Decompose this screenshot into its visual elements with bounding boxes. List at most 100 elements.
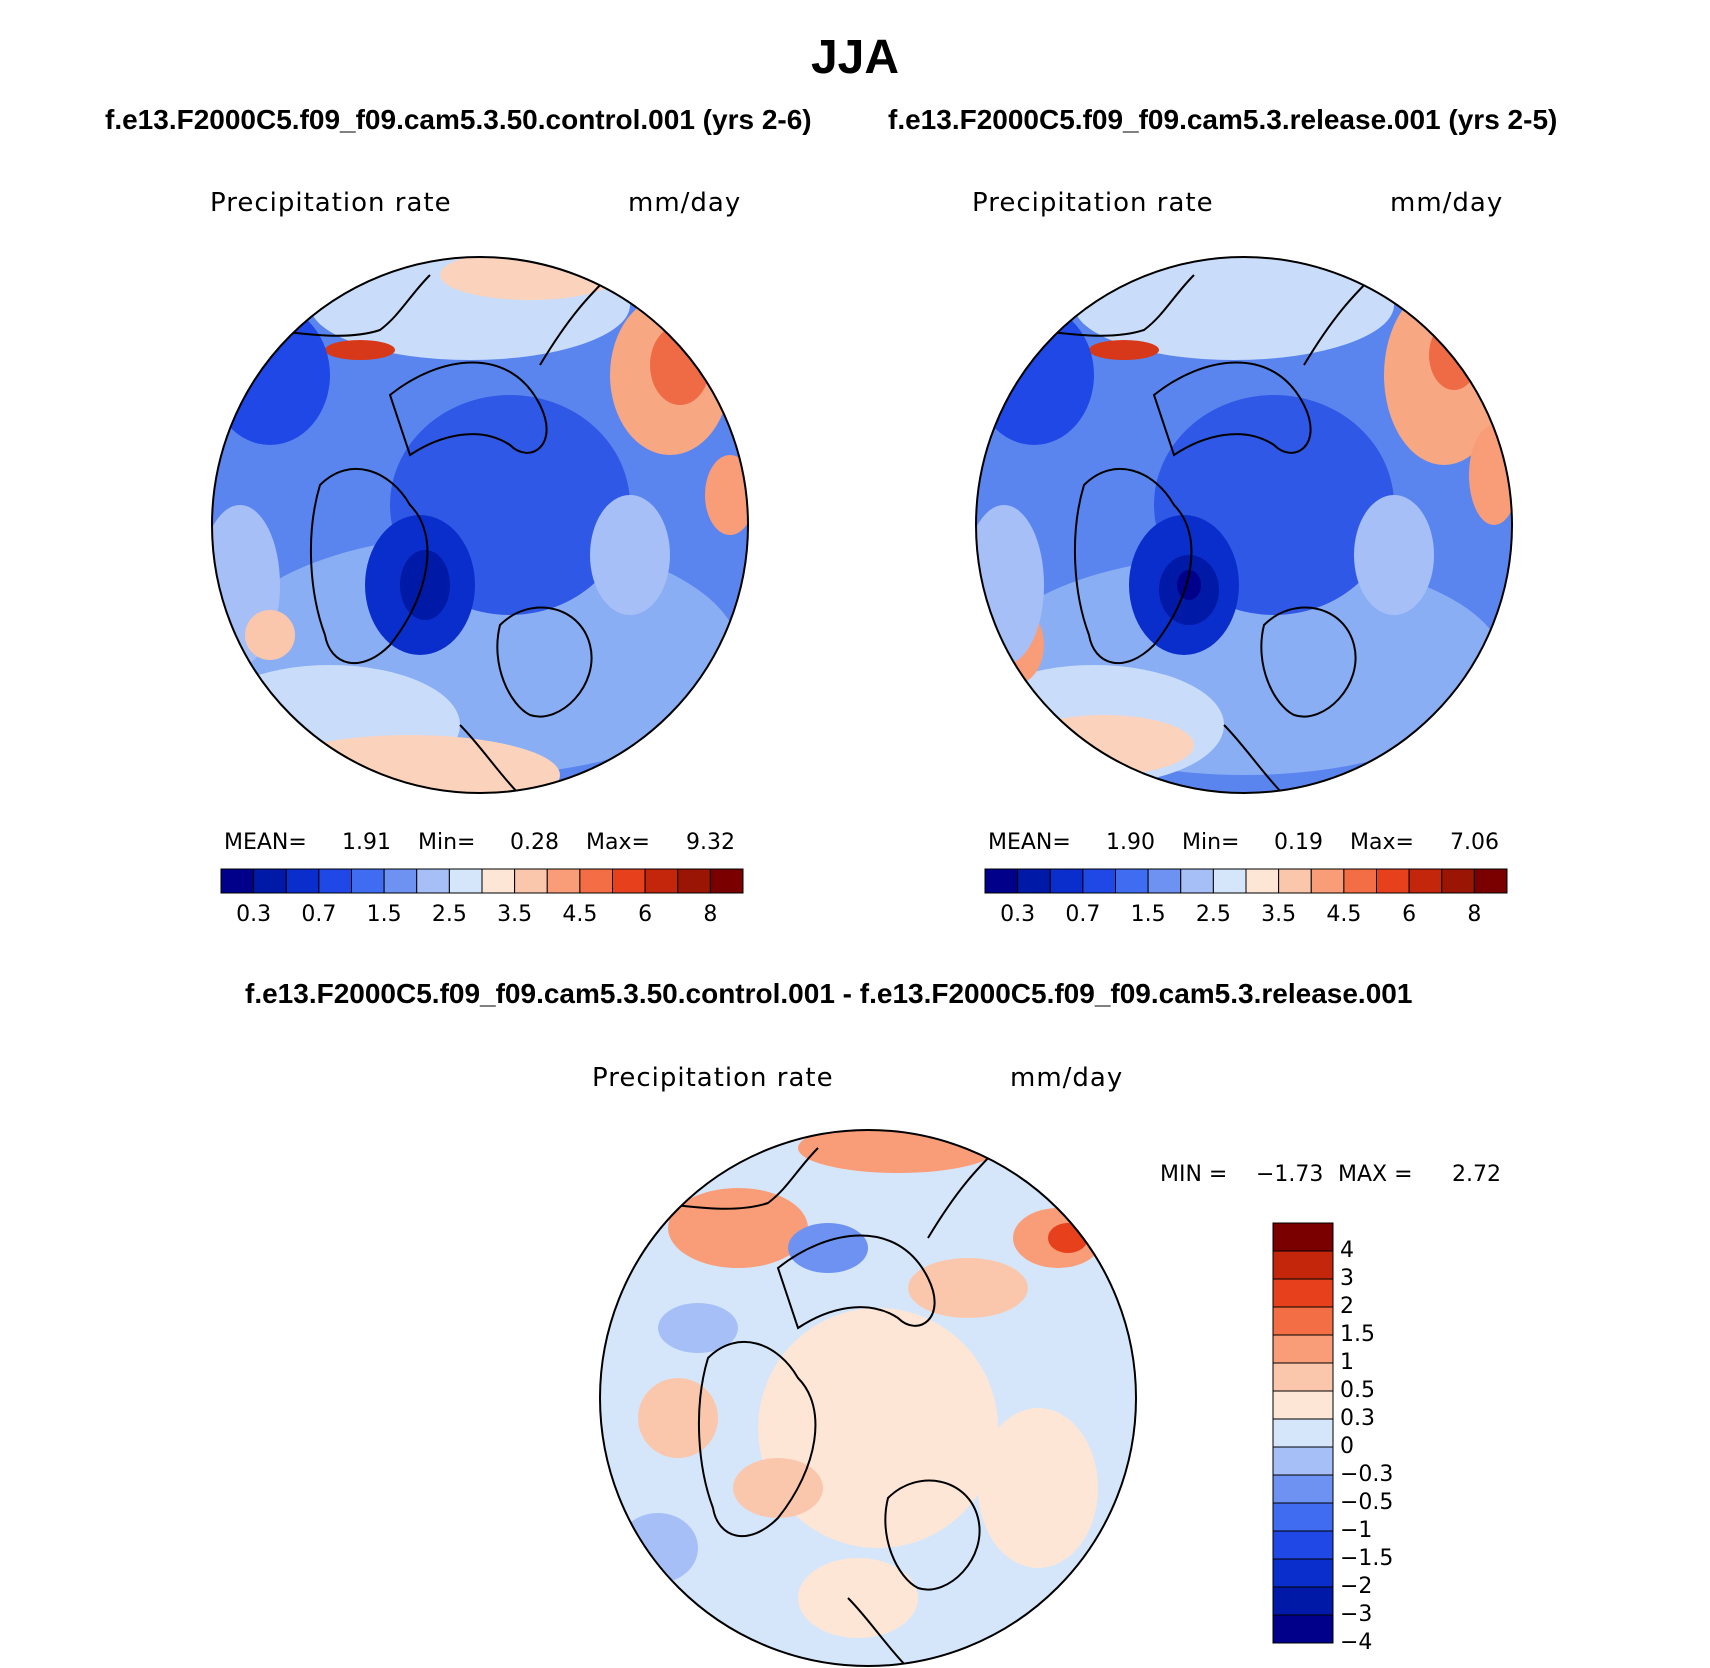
panel2-colorbar-swatch — [1082, 868, 1116, 894]
panel2-colorbar-swatch — [1408, 868, 1443, 894]
panel1-min-label: Min= — [418, 830, 476, 855]
panel2-colorbar-swatch — [1245, 868, 1280, 894]
diff-colorbar-swatch — [1272, 1250, 1334, 1280]
panel1-colorbar — [220, 868, 744, 894]
diff-colorbar-swatch — [1272, 1586, 1334, 1616]
diff-colorbar-swatch — [1272, 1474, 1334, 1504]
diff-units-label: mm/day — [1010, 1063, 1124, 1093]
panel1-colorbar-swatch — [677, 868, 711, 894]
panel1-colorbar-tick-label: 0.7 — [301, 902, 337, 927]
diff-colorbar-swatch — [1272, 1418, 1334, 1448]
panel2-case-title: f.e13.F2000C5.f09_f09.cam5.3.release.001… — [888, 104, 1558, 135]
panel2-polar-map — [975, 256, 1513, 794]
panel1-case-title: f.e13.F2000C5.f09_f09.cam5.3.50.control.… — [105, 104, 812, 135]
panel2-colorbar — [984, 868, 1508, 894]
panel1-colorbar-tick-label: 2.5 — [431, 902, 467, 927]
panel2-colorbar-swatch — [1310, 868, 1345, 894]
panel2-colorbar-tick-label: 8 — [1467, 902, 1482, 927]
panel2-colorbar-tick-label: 4.5 — [1326, 902, 1362, 927]
panel2-colorbar-swatch — [1441, 868, 1475, 894]
panel1-colorbar-tick-label: 6 — [638, 902, 653, 927]
diff-colorbar-tick-label: −0.3 — [1340, 1462, 1394, 1487]
panel1-colorbar-swatch — [579, 868, 613, 894]
diff-colorbar-swatch — [1272, 1390, 1334, 1420]
panel1-colorbar-tick-label: 1.5 — [366, 902, 402, 927]
diff-colorbar-tick-label: −1 — [1340, 1518, 1373, 1543]
panel1-colorbar-tick-label: 0.3 — [236, 902, 272, 927]
diff-colorbar-swatch — [1272, 1278, 1334, 1308]
diff-colorbar-tick-label: 2 — [1340, 1294, 1354, 1319]
panel1-units-label: mm/day — [628, 188, 742, 218]
panel1-colorbar-swatch — [253, 868, 287, 894]
diff-colorbar-swatch — [1272, 1334, 1334, 1364]
panel1-max-label: Max= — [586, 830, 650, 855]
panel1-mean-value: 1.91 — [342, 830, 391, 855]
diff-colorbar-tick-label: 1 — [1340, 1350, 1354, 1375]
panel1-max-value: 9.32 — [686, 830, 735, 855]
panel2-colorbar-tick-label: 0.7 — [1065, 902, 1101, 927]
panel2-min-value: 0.19 — [1274, 830, 1323, 855]
panel1-colorbar-swatch — [416, 868, 450, 894]
panel1-colorbar-swatch — [709, 868, 744, 894]
diff-colorbar-tick-label: −2 — [1340, 1574, 1373, 1599]
panel2-colorbar-tick-label: 0.3 — [1000, 902, 1036, 927]
diff-case-title: f.e13.F2000C5.f09_f09.cam5.3.50.control.… — [245, 978, 1413, 1009]
panel1-colorbar-tick-label: 3.5 — [497, 902, 533, 927]
diff-colorbar-swatch — [1272, 1502, 1334, 1532]
panel1-mean-label: MEAN= — [224, 830, 307, 855]
panel2-colorbar-tick-label: 6 — [1402, 902, 1417, 927]
panel1-colorbar-tick-label: 4.5 — [562, 902, 598, 927]
diff-colorbar-tick-label: 0.5 — [1340, 1378, 1375, 1403]
panel2-colorbar-tick-label: 1.5 — [1130, 902, 1166, 927]
panel2-colorbar-swatch — [1147, 868, 1182, 894]
diff-colorbar-swatch — [1272, 1222, 1334, 1252]
figure-title: JJA — [810, 31, 900, 84]
panel1-colorbar-tick-label: 8 — [703, 902, 718, 927]
diff-colorbar-tick-label: 0 — [1340, 1434, 1354, 1459]
diff-polar-map — [599, 1129, 1137, 1667]
panel2-colorbar-swatch — [984, 868, 1019, 894]
panel1-colorbar-swatch — [481, 868, 516, 894]
panel2-colorbar-swatch — [1115, 868, 1149, 894]
diff-colorbar-swatch — [1272, 1362, 1334, 1392]
panel2-units-label: mm/day — [1390, 188, 1504, 218]
diff-colorbar-tick-label: 1.5 — [1340, 1322, 1375, 1347]
panel1-min-value: 0.28 — [510, 830, 559, 855]
panel2-variable-label: Precipitation rate — [972, 188, 1214, 218]
diff-colorbar-swatch — [1272, 1446, 1334, 1476]
diff-colorbar-tick-label: −3 — [1340, 1602, 1373, 1627]
panel2-colorbar-swatch — [1473, 868, 1508, 894]
panel2-min-label: Min= — [1182, 830, 1240, 855]
panel1-colorbar-swatch — [514, 868, 548, 894]
diff-colorbar-tick-label: 4 — [1340, 1238, 1354, 1263]
diff-colorbar-tick-label: 3 — [1340, 1266, 1354, 1291]
diff-colorbar-swatch — [1272, 1558, 1334, 1588]
panel2-mean-label: MEAN= — [988, 830, 1071, 855]
diff-min-value: −1.73 — [1256, 1162, 1324, 1187]
diff-colorbar-tick-label: −4 — [1340, 1630, 1373, 1655]
panel2-colorbar-swatch — [1180, 868, 1214, 894]
panel1-colorbar-swatch — [318, 868, 352, 894]
panel1-colorbar-swatch — [612, 868, 646, 894]
panel1-colorbar-swatch — [546, 868, 581, 894]
panel2-colorbar-swatch — [1212, 868, 1247, 894]
panel2-colorbar-swatch — [1278, 868, 1312, 894]
panel1-colorbar-swatch — [220, 868, 255, 894]
panel1-polar-map — [211, 256, 749, 794]
diff-colorbar-tick-label: −1.5 — [1340, 1546, 1394, 1571]
panel2-max-value: 7.06 — [1450, 830, 1499, 855]
panel2-mean-value: 1.90 — [1106, 830, 1155, 855]
diff-min-label: MIN = — [1160, 1162, 1228, 1187]
panel2-colorbar-swatch — [1049, 868, 1084, 894]
diff-colorbar-swatch — [1272, 1614, 1334, 1644]
diff-colorbar-tick-label: 0.3 — [1340, 1406, 1375, 1431]
panel1-colorbar-swatch — [351, 868, 385, 894]
panel2-colorbar-tick-label: 3.5 — [1261, 902, 1297, 927]
panel2-colorbar-tick-label: 2.5 — [1195, 902, 1231, 927]
panel1-variable-label: Precipitation rate — [210, 188, 452, 218]
diff-max-label: MAX = — [1338, 1162, 1413, 1187]
diff-max-value: 2.72 — [1452, 1162, 1501, 1187]
panel2-max-label: Max= — [1350, 830, 1414, 855]
diff-variable-label: Precipitation rate — [592, 1063, 834, 1093]
panel2-colorbar-swatch — [1017, 868, 1051, 894]
